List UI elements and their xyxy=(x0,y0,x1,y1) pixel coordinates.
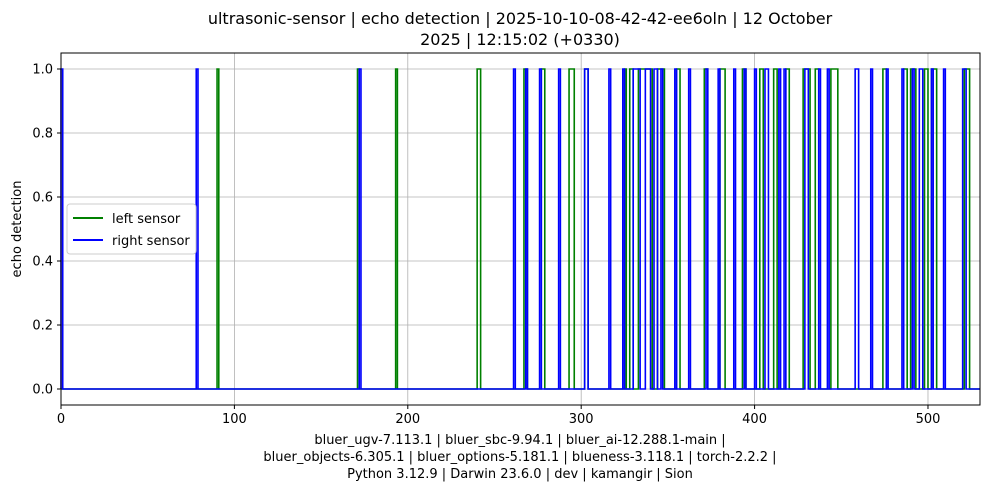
y-tick-label: 0.8 xyxy=(32,127,53,142)
y-tick-label: 0.2 xyxy=(32,319,53,334)
legend: left sensor right sensor xyxy=(66,203,197,255)
legend-label-right-sensor: right sensor xyxy=(112,234,190,249)
legend-label-left-sensor: left sensor xyxy=(112,212,181,227)
x-axis-ticks: 0 100 200 300 400 500 xyxy=(57,405,941,427)
x-tick-label: 200 xyxy=(395,412,420,427)
x-axis-label-line-2: bluer_objects-6.305.1 | bluer_options-5.… xyxy=(263,450,776,465)
x-tick-label: 0 xyxy=(57,412,65,427)
y-tick-label: 1.0 xyxy=(32,63,53,78)
legend-box xyxy=(66,203,197,255)
series-lines xyxy=(60,68,980,390)
x-tick-label: 300 xyxy=(569,412,594,427)
y-tick-label: 0.6 xyxy=(32,191,53,206)
chart-title: ultrasonic-sensor | echo detection | 202… xyxy=(208,9,833,49)
y-axis-label: echo detection xyxy=(10,181,25,278)
x-tick-label: 400 xyxy=(742,412,767,427)
plot-frame xyxy=(60,52,981,406)
x-axis-label: bluer_ugv-7.113.1 | bluer_sbc-9.94.1 | b… xyxy=(263,433,776,482)
chart-title-line-1: ultrasonic-sensor | echo detection | 202… xyxy=(208,9,833,28)
chart-title-line-2: 2025 | 12:15:02 (+0330) xyxy=(420,30,620,49)
x-axis-label-line-3: Python 3.12.9 | Darwin 23.6.0 | dev | ka… xyxy=(347,467,693,482)
x-tick-label: 500 xyxy=(916,412,941,427)
y-tick-label: 0.0 xyxy=(32,383,53,398)
x-axis-label-line-1: bluer_ugv-7.113.1 | bluer_sbc-9.94.1 | b… xyxy=(314,433,725,448)
y-tick-label: 0.4 xyxy=(32,255,53,270)
y-axis-ticks: 0.0 0.2 0.4 0.6 0.8 1.0 xyxy=(32,63,61,398)
series-line-left-sensor xyxy=(61,68,980,390)
x-tick-label: 100 xyxy=(222,412,247,427)
series-line-right-sensor xyxy=(60,68,980,390)
grid xyxy=(60,53,980,405)
